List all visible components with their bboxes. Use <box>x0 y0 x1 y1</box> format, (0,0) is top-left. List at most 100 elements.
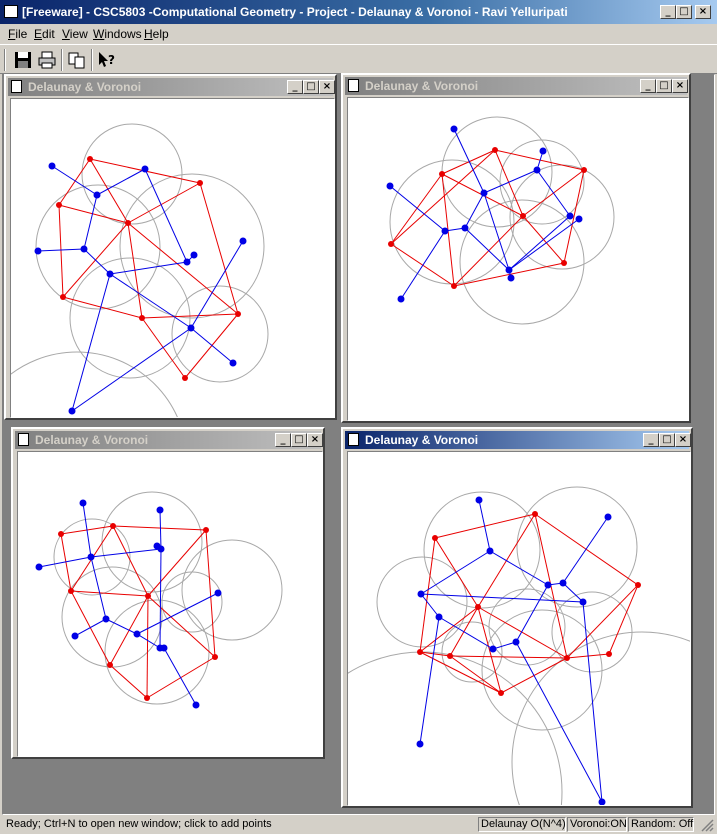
maximize-icon: □ <box>306 81 316 92</box>
child-title-bar[interactable]: Delaunay & Voronoi _ □ × <box>345 431 691 449</box>
menu-windows[interactable]: Windows <box>93 27 142 41</box>
delaunay-edge <box>566 584 639 659</box>
toolbar-grip <box>4 49 6 71</box>
voronoi-vertex <box>133 630 141 638</box>
voronoi-edge <box>96 168 146 196</box>
app-title-bar[interactable]: [Freeware] - CSC5803 -Computational Geom… <box>0 0 717 24</box>
app-icon <box>4 5 18 18</box>
site-point <box>68 588 74 594</box>
delaunay-edge <box>494 149 585 171</box>
voronoi-edge <box>438 616 494 650</box>
voronoi-edge <box>389 185 446 232</box>
delaunay-edge <box>453 262 565 287</box>
voronoi-edge <box>71 327 192 412</box>
document-icon <box>348 433 359 446</box>
child-title-bar[interactable]: Delaunay & Voronoi _ □ × <box>345 77 688 95</box>
voronoi-edge <box>190 240 244 329</box>
site-point <box>235 311 241 317</box>
menu-edit[interactable]: Edit <box>34 27 55 41</box>
delaunay-edge <box>199 182 239 315</box>
voronoi-edge <box>420 550 491 595</box>
child-close-button[interactable]: × <box>675 433 691 447</box>
delaunay-edge <box>127 222 239 315</box>
svg-text:?: ? <box>108 53 115 67</box>
voronoi-edge <box>136 592 219 635</box>
copy-button[interactable] <box>66 49 88 71</box>
child-close-button[interactable]: × <box>307 433 323 447</box>
child-close-button[interactable]: × <box>672 79 688 93</box>
child-window-active[interactable]: Delaunay & Voronoi _ □ × <box>341 427 693 808</box>
child-minimize-button[interactable]: _ <box>287 80 303 94</box>
circumcircle <box>104 599 210 705</box>
site-point <box>520 213 526 219</box>
circumcircle <box>481 609 603 731</box>
circumcircle <box>161 571 223 633</box>
child-title: Delaunay & Voronoi <box>365 79 479 93</box>
voronoi-vertex <box>441 227 449 235</box>
drawing-canvas[interactable] <box>347 97 689 421</box>
child-minimize-button[interactable]: _ <box>275 433 291 447</box>
drawing-canvas[interactable] <box>17 451 323 757</box>
voronoi-vertex <box>48 162 56 170</box>
voronoi-vertex <box>214 589 222 597</box>
voronoi-vertex <box>93 191 101 199</box>
child-maximize-button[interactable]: □ <box>656 79 672 93</box>
site-point <box>451 283 457 289</box>
voronoi-edge <box>420 593 440 618</box>
site-point <box>564 655 570 661</box>
voronoi-edge <box>144 168 188 263</box>
geometry-plot <box>11 123 269 417</box>
voronoi-edge <box>38 556 92 568</box>
child-minimize-button[interactable]: _ <box>640 79 656 93</box>
minimize-button[interactable]: _ <box>660 5 676 19</box>
document-icon <box>11 80 22 93</box>
voronoi-edge <box>51 165 98 196</box>
child-title-bar[interactable]: Delaunay & Voronoi _ □ × <box>15 431 323 449</box>
voronoi-edge <box>82 502 92 558</box>
child-window[interactable]: Delaunay & Voronoi _ □ × <box>341 73 691 423</box>
voronoi-edge <box>90 556 107 620</box>
resize-grip-icon[interactable] <box>700 818 714 832</box>
child-title: Delaunay & Voronoi <box>365 433 479 447</box>
menu-file[interactable]: File <box>8 27 28 41</box>
save-button[interactable] <box>12 49 34 71</box>
drawing-canvas[interactable] <box>347 451 691 806</box>
maximize-button[interactable]: □ <box>676 5 692 19</box>
close-icon: × <box>310 434 320 445</box>
voronoi-vertex <box>559 579 567 587</box>
menu-view[interactable]: View <box>62 27 88 41</box>
delaunay-edge <box>112 525 207 531</box>
delaunay-edge <box>419 537 436 653</box>
delaunay-edge <box>419 651 451 657</box>
drawing-canvas[interactable] <box>10 98 335 418</box>
child-title-bar[interactable]: Delaunay & Voronoi _ □ × <box>8 78 335 96</box>
voronoi-vertex <box>480 189 488 197</box>
child-close-button[interactable]: × <box>319 80 335 94</box>
voronoi-edge <box>109 261 188 275</box>
voronoi-vertex <box>539 147 547 155</box>
close-button[interactable]: × <box>695 5 711 19</box>
voronoi-edge <box>489 550 549 586</box>
child-maximize-button[interactable]: □ <box>303 80 319 94</box>
circumcircle <box>171 285 269 383</box>
child-window[interactable]: Delaunay & Voronoi _ □ × <box>4 74 337 420</box>
maximize-icon: □ <box>662 434 672 445</box>
print-button[interactable] <box>36 49 58 71</box>
voronoi-edge <box>71 273 111 412</box>
menu-help[interactable]: Help <box>144 27 169 41</box>
delaunay-edge <box>419 651 502 694</box>
child-minimize-button[interactable]: _ <box>643 433 659 447</box>
child-window[interactable]: Delaunay & Voronoi _ □ × <box>11 427 325 759</box>
child-maximize-button[interactable]: □ <box>659 433 675 447</box>
site-point <box>475 604 481 610</box>
voronoi-vertex <box>461 224 469 232</box>
delaunay-edge <box>608 584 639 655</box>
voronoi-vertex <box>183 258 191 266</box>
document-icon <box>348 79 359 92</box>
voronoi-vertex <box>397 295 405 303</box>
child-maximize-button[interactable]: □ <box>291 433 307 447</box>
close-icon: × <box>698 6 708 17</box>
context-help-button[interactable]: ? <box>95 49 117 71</box>
voronoi-edge <box>420 593 584 603</box>
voronoi-vertex <box>106 270 114 278</box>
